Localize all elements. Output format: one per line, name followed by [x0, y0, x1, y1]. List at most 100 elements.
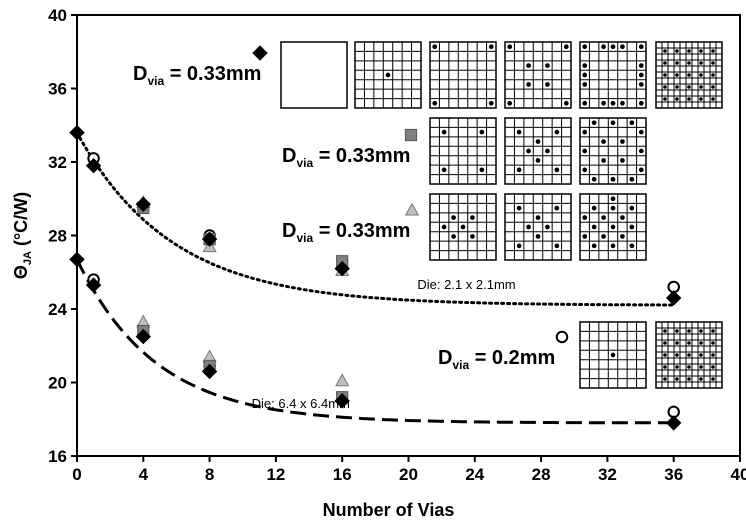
y-tick-label: 24: [48, 300, 67, 319]
via-dot: [591, 243, 597, 249]
via-dot: [687, 85, 691, 89]
via-pattern-triangle: [429, 193, 497, 261]
via-dot: [711, 341, 715, 345]
point-diamond: [135, 328, 152, 345]
via-dot: [601, 215, 606, 220]
via-dot: [582, 234, 588, 239]
legend-marker-circle: [555, 330, 569, 344]
via-dot: [610, 44, 616, 50]
y-tick-label: 36: [48, 80, 67, 99]
via-dot: [601, 139, 606, 144]
point-diamond: [69, 251, 85, 268]
via-dot: [441, 167, 447, 173]
via-dot: [526, 82, 531, 87]
via-dot: [441, 224, 447, 230]
via-grid-border: [504, 117, 572, 185]
fit-curve-dashed: [75, 258, 674, 425]
via-dot: [535, 215, 541, 220]
via-grid-border: [429, 117, 497, 185]
via-dot: [687, 49, 691, 53]
via-dot: [699, 329, 703, 333]
legend-label-diamond: Dvia = 0.33mm: [133, 63, 261, 88]
legend-label-triangle: Dvia = 0.33mm: [282, 220, 410, 245]
via-dot: [526, 148, 531, 154]
x-tick-label: 28: [532, 465, 551, 484]
via-dot: [638, 148, 644, 154]
via-dot: [545, 82, 550, 87]
via-dot: [711, 73, 715, 77]
via-dot: [582, 63, 588, 68]
via-dot: [699, 49, 703, 53]
point-triangle: [335, 373, 350, 387]
via-dot: [638, 72, 644, 78]
via-dot: [675, 329, 679, 333]
via-dot: [699, 365, 703, 369]
via-dot: [535, 139, 541, 144]
via-pattern-square: [429, 117, 497, 185]
via-dot: [663, 85, 667, 89]
via-dot: [582, 167, 588, 173]
via-dot: [610, 352, 616, 358]
via-dot: [687, 97, 691, 101]
via-dot: [620, 44, 625, 50]
via-dot: [675, 97, 679, 101]
via-dot: [699, 377, 703, 381]
via-dot: [675, 61, 679, 65]
via-dot: [675, 353, 679, 357]
via-dot: [711, 97, 715, 101]
via-dot: [663, 341, 667, 345]
via-dot: [591, 205, 597, 211]
y-tick-label: 20: [48, 374, 67, 393]
via-dot: [507, 100, 513, 106]
via-pattern-diamond: [354, 41, 422, 109]
via-dot: [460, 224, 466, 230]
via-dot: [582, 44, 588, 50]
via-grid-border: [579, 41, 647, 109]
via-pattern-triangle: [504, 193, 572, 261]
via-dot: [687, 365, 691, 369]
legend-marker-diamond: [252, 45, 268, 61]
via-dot: [610, 224, 616, 230]
point-diamond: [85, 157, 102, 174]
via-dot: [675, 377, 679, 381]
via-pattern-square: [579, 117, 647, 185]
point-diamond: [665, 290, 682, 306]
legend-label-circle: Dvia = 0.2mm: [438, 347, 555, 372]
via-dot: [432, 44, 438, 50]
x-axis-label: Number of Vias: [323, 500, 455, 520]
point-diamond: [665, 415, 682, 431]
via-pattern-diamond: [579, 41, 647, 109]
via-dot: [601, 158, 606, 163]
via-dot: [488, 100, 494, 106]
via-pattern-diamond: [504, 41, 572, 109]
via-dot: [699, 85, 703, 89]
via-grid-border: [429, 41, 497, 109]
via-dot: [385, 72, 391, 78]
x-tick-label: 4: [139, 465, 149, 484]
via-dot: [507, 44, 513, 50]
via-dot: [675, 49, 679, 53]
via-dot: [663, 49, 667, 53]
y-tick-label: 28: [48, 227, 67, 246]
via-dot: [620, 158, 625, 163]
via-dot: [526, 224, 531, 230]
point-diamond: [135, 196, 152, 212]
via-dot: [516, 129, 522, 135]
via-dot: [638, 167, 644, 173]
via-dot: [699, 97, 703, 101]
via-dot: [638, 63, 644, 68]
point-diamond: [334, 393, 350, 409]
x-tick-label: 20: [399, 465, 418, 484]
via-dot: [479, 129, 485, 135]
via-dot: [432, 100, 438, 106]
via-dot: [563, 44, 569, 50]
via-dot: [620, 215, 625, 220]
via-dot: [545, 224, 550, 230]
via-dot: [699, 61, 703, 65]
x-tick-label: 32: [598, 465, 617, 484]
via-dot: [535, 158, 541, 163]
via-dot: [711, 61, 715, 65]
via-dot: [479, 167, 485, 173]
via-dot: [663, 61, 667, 65]
